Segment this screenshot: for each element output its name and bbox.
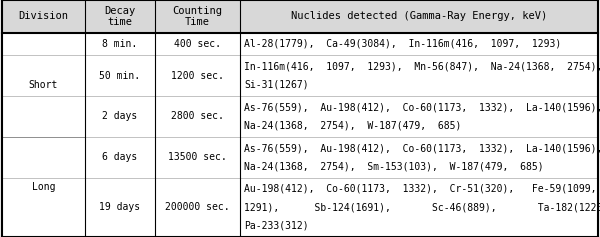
Text: Division: Division xyxy=(19,11,68,21)
Text: Al-28(1779),  Ca-49(3084),  In-116m(416,  1097,  1293): Al-28(1779), Ca-49(3084), In-116m(416, 1… xyxy=(244,39,561,49)
Text: Na-24(1368,  2754),  W-187(479,  685): Na-24(1368, 2754), W-187(479, 685) xyxy=(244,121,461,131)
Bar xyxy=(2,178,598,237)
Text: As-76(559),  Au-198(412),  Co-60(1173,  1332),  La-140(1596),: As-76(559), Au-198(412), Co-60(1173, 133… xyxy=(244,143,600,153)
Text: Nuclides detected (Gamma-Ray Energy, keV): Nuclides detected (Gamma-Ray Energy, keV… xyxy=(291,11,547,21)
Text: Decay
time: Decay time xyxy=(104,5,136,27)
Text: 400 sec.: 400 sec. xyxy=(174,39,221,49)
Text: 2800 sec.: 2800 sec. xyxy=(171,111,224,121)
Text: Pa-233(312): Pa-233(312) xyxy=(244,221,308,231)
Text: In-116m(416,  1097,  1293),  Mn-56(847),  Na-24(1368,  2754),: In-116m(416, 1097, 1293), Mn-56(847), Na… xyxy=(244,61,600,71)
Text: Long: Long xyxy=(32,182,55,192)
Bar xyxy=(2,33,598,55)
Text: As-76(559),  Au-198(412),  Co-60(1173,  1332),  La-140(1596),: As-76(559), Au-198(412), Co-60(1173, 133… xyxy=(244,102,600,112)
Bar xyxy=(2,0,598,33)
Text: Short: Short xyxy=(29,80,58,90)
Text: 13500 sec.: 13500 sec. xyxy=(168,152,227,162)
Text: 2 days: 2 days xyxy=(103,111,137,121)
Bar xyxy=(2,137,598,178)
Text: 50 min.: 50 min. xyxy=(100,71,140,81)
Text: 1200 sec.: 1200 sec. xyxy=(171,71,224,81)
Bar xyxy=(2,96,598,137)
Text: 200000 sec.: 200000 sec. xyxy=(165,202,230,212)
Text: 1291),      Sb-124(1691),       Sc-46(889),       Ta-182(1220),: 1291), Sb-124(1691), Sc-46(889), Ta-182(… xyxy=(244,202,600,212)
Bar xyxy=(2,55,598,96)
Text: Si-31(1267): Si-31(1267) xyxy=(244,80,308,90)
Text: 6 days: 6 days xyxy=(103,152,137,162)
Text: Counting
Time: Counting Time xyxy=(173,5,223,27)
Text: Au-198(412),  Co-60(1173,  1332),  Cr-51(320),   Fe-59(1099,: Au-198(412), Co-60(1173, 1332), Cr-51(32… xyxy=(244,184,596,194)
Text: Na-24(1368,  2754),  Sm-153(103),  W-187(479,  685): Na-24(1368, 2754), Sm-153(103), W-187(47… xyxy=(244,161,544,172)
Text: 8 min.: 8 min. xyxy=(103,39,137,49)
Text: 19 days: 19 days xyxy=(100,202,140,212)
